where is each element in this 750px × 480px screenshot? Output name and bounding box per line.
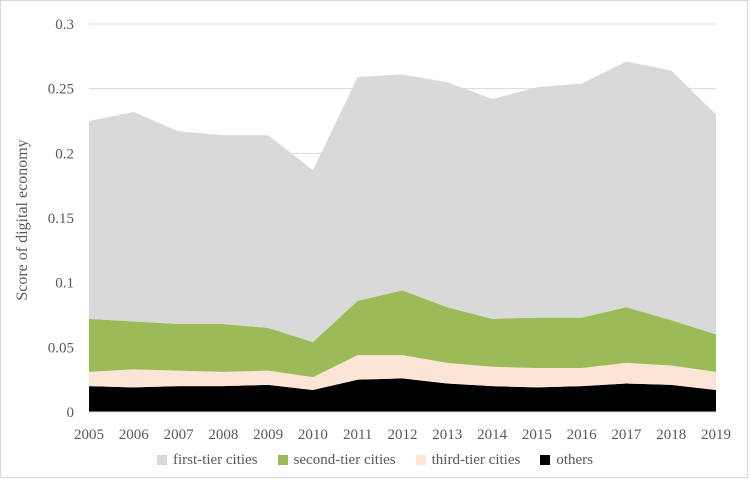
x-tick-label: 2006	[119, 427, 150, 443]
x-tick-label: 2017	[611, 427, 642, 443]
legend-item-first-tier-cities: first-tier cities	[157, 452, 258, 469]
x-tick-label: 2008	[208, 427, 238, 443]
stacked-area-chart: 00.050.10.150.20.250.3 2005 2006 2007 2008 2…	[14, 17, 731, 443]
legend-label: first-tier cities	[173, 451, 258, 468]
x-tick-label: 2009	[253, 427, 283, 443]
x-tick-label: 2012	[388, 427, 418, 443]
x-tick-label: 2015	[522, 427, 552, 443]
y-tick-label: 0.2	[55, 146, 74, 162]
x-tick-label: 2011	[343, 427, 372, 443]
legend-label: second-tier cities	[293, 451, 396, 468]
x-tick-label: 2010	[298, 427, 328, 443]
x-axis-ticks: 2005 2006 2007 2008 2009 2010 2011 2012 2013 2014…	[74, 427, 731, 443]
legend-swatch	[415, 455, 426, 465]
chart-legend: first-tier cities second-tier cities third…	[0, 448, 750, 472]
legend-swatch	[277, 455, 288, 465]
x-tick-label: 2005	[74, 427, 104, 443]
y-tick-label: 0.3	[55, 17, 74, 33]
y-tick-label: 0.1	[55, 276, 74, 292]
area-third-tier-cities	[89, 355, 716, 391]
area-first-tier-cities	[89, 61, 716, 343]
x-tick-label: 2014	[477, 427, 508, 443]
legend-item-third-tier-cities: third-tier cities	[415, 451, 521, 469]
x-tick-label: 2013	[432, 427, 462, 443]
area-series	[89, 61, 716, 413]
legend-label: third-tier cities	[431, 451, 521, 468]
y-axis-title: Score of digital economy	[14, 139, 31, 300]
y-tick-label: 0.15	[48, 211, 74, 227]
y-axis-ticks: 0 0.05 0.1 0.15 0.2 0.25 0.3	[48, 17, 74, 421]
legend-item-others: others	[540, 452, 593, 469]
area-others	[89, 378, 716, 412]
legend-item-second-tier-cities: second-tier cities	[277, 451, 396, 469]
x-tick-label: 2018	[656, 427, 686, 443]
legend-swatch	[540, 455, 551, 465]
legend-swatch	[157, 455, 167, 465]
x-tick-label: 2016	[567, 427, 598, 443]
y-tick-label: 0.25	[48, 82, 74, 98]
y-tick-label: 0.05	[48, 340, 74, 356]
x-tick-label: 2007	[164, 427, 195, 443]
legend-label: others	[556, 451, 593, 468]
area-second-tier-cities	[89, 290, 716, 378]
x-tick-label: 2019	[701, 427, 731, 443]
y-tick-label: 0	[67, 405, 75, 421]
